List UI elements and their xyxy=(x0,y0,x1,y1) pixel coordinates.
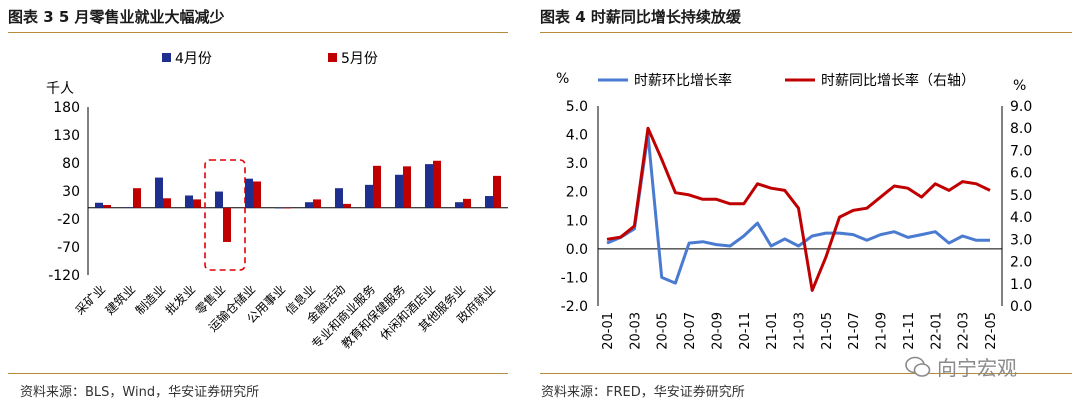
right-y-tick-label: 2.0 xyxy=(1010,255,1032,271)
left-y-tick-label: 2.0 xyxy=(566,185,588,201)
left-y-tick-label: 0.0 xyxy=(566,242,588,258)
x-tick-label: 21-01 xyxy=(765,312,780,350)
bar-apr-9 xyxy=(335,188,343,208)
bar-apr-12 xyxy=(425,164,433,208)
x-tick-label: 22-03 xyxy=(957,312,972,350)
y-tick-label: -120 xyxy=(48,268,80,284)
legend-label-2: 5月份 xyxy=(341,51,378,67)
x-tick-label: 22-05 xyxy=(984,312,999,350)
legend-label-1: 4月份 xyxy=(175,51,212,67)
bar-apr-1 xyxy=(95,202,103,208)
x-tick-label: 21-09 xyxy=(875,312,890,350)
right-line-chart: % % 5.0 4.0 3.0 2.0 1.0 0.0 -1.0 -2.0 9.0 8.0 7.0 6.0… xyxy=(556,71,1032,350)
bar-may-9 xyxy=(343,203,351,208)
legend-swatch-1 xyxy=(162,53,171,62)
x-tick-label: 20-11 xyxy=(738,312,753,350)
bar-may-1 xyxy=(103,205,111,208)
x-tick-label: 21-07 xyxy=(847,312,862,350)
right-y-tick-label: 3.0 xyxy=(1010,232,1032,248)
bar-may-12 xyxy=(433,160,441,208)
right-y-tick-label: 6.0 xyxy=(1010,166,1032,182)
left-y-tick-label: 1.0 xyxy=(566,213,588,229)
right-axis-unit: % xyxy=(1013,78,1026,94)
y-axis-unit: 千人 xyxy=(46,81,74,97)
bar-may-8 xyxy=(313,199,321,208)
series-line-mom xyxy=(606,133,990,285)
y-tick-label: 80 xyxy=(62,156,80,172)
bar-apr-10 xyxy=(365,184,373,208)
watermark: 向宁宏观 xyxy=(905,352,1017,381)
bar-apr-4 xyxy=(185,195,193,208)
bar-may-6 xyxy=(253,181,261,208)
left-title-rule xyxy=(8,32,508,33)
x-tick-label: 20-09 xyxy=(710,312,725,350)
bar-apr-5 xyxy=(215,191,223,208)
right-y-tick-label: 0.0 xyxy=(1010,299,1032,315)
left-y-tick-label: -1.0 xyxy=(561,270,588,286)
y-tick-label: 130 xyxy=(53,128,80,144)
bar-apr-2 xyxy=(125,207,133,208)
bar-apr-7 xyxy=(275,207,283,209)
left-y-tick-label: 5.0 xyxy=(566,99,588,115)
x-tick-label: 20-03 xyxy=(628,312,643,350)
legend-label-1: 时薪环比增长率 xyxy=(634,72,732,89)
highlight-box xyxy=(204,159,246,271)
x-tick-label: 21-05 xyxy=(820,312,835,350)
x-tick-label: 20-07 xyxy=(683,312,698,350)
bar-apr-11 xyxy=(395,174,403,208)
x-tick-label: 20-01 xyxy=(601,312,616,350)
left-y-tick-label: 4.0 xyxy=(566,128,588,144)
x-tick-label: 20-05 xyxy=(656,312,671,350)
left-y-tick-label: -2.0 xyxy=(561,299,588,315)
right-title-rule xyxy=(540,32,1072,33)
series-line-yoy xyxy=(606,126,991,292)
right-source-rule xyxy=(540,373,1072,374)
right-y-tick-label: 5.0 xyxy=(1010,188,1032,204)
y-tick-label: -70 xyxy=(57,240,80,256)
left-axis-unit: % xyxy=(556,71,569,87)
y-tick-label: -20 xyxy=(57,212,80,228)
left-source-rule xyxy=(8,373,508,374)
bar-may-13 xyxy=(463,198,471,208)
right-y-tick-label: 8.0 xyxy=(1010,121,1032,137)
bar-may-11 xyxy=(403,166,411,208)
left-source-note: 资料来源：BLS，Wind，华安证券研究所 xyxy=(20,385,260,400)
bar-apr-6 xyxy=(245,178,253,208)
right-y-tick-label: 9.0 xyxy=(1010,99,1032,115)
bar-apr-13 xyxy=(455,202,463,208)
wechat-icon xyxy=(905,356,931,377)
bar-may-14 xyxy=(493,175,501,208)
legend-label-2: 时薪同比增长率（右轴） xyxy=(821,72,975,89)
bar-may-2 xyxy=(133,188,141,208)
right-chart-title: 图表 4 时薪同比增长持续放缓 xyxy=(540,8,741,26)
legend-swatch-2 xyxy=(328,53,337,62)
x-tick-label: 22-01 xyxy=(929,312,944,350)
right-y-tick-label: 7.0 xyxy=(1010,143,1032,159)
bar-may-7 xyxy=(283,207,291,209)
left-y-tick-label: 3.0 xyxy=(566,156,588,172)
bar-may-10 xyxy=(373,165,381,208)
y-tick-label: 180 xyxy=(53,100,80,116)
watermark-text: 向宁宏观 xyxy=(937,356,1017,380)
right-source-note: 资料来源：FRED，华安证券研究所 xyxy=(541,385,745,400)
y-tick-label: 30 xyxy=(62,184,80,200)
right-y-tick-label: 1.0 xyxy=(1010,277,1032,293)
right-y-tick-label: 4.0 xyxy=(1010,210,1032,226)
x-tick-label: 21-11 xyxy=(902,312,917,350)
bar-apr-14 xyxy=(485,196,493,208)
bar-may-5 xyxy=(223,207,231,242)
bar-may-4 xyxy=(193,199,201,208)
left-chart-title: 图表 3 5 月零售业就业大幅减少 xyxy=(8,8,225,26)
bar-apr-3 xyxy=(155,177,163,208)
bar-may-3 xyxy=(163,198,171,208)
x-tick-label: 21-03 xyxy=(793,312,808,350)
bar-apr-8 xyxy=(305,202,313,208)
